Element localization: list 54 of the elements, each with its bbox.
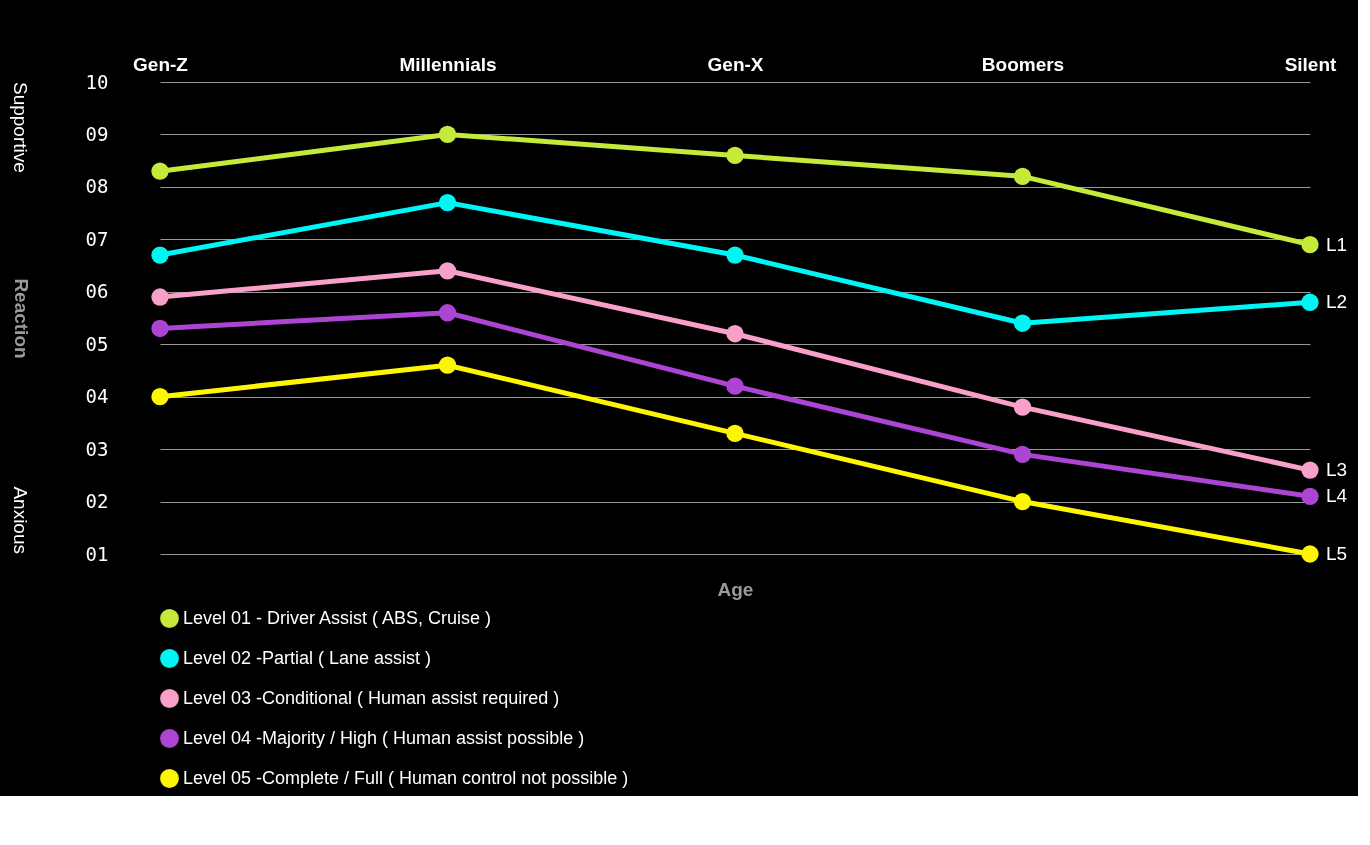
x-tick-label: Gen-Z [133,53,189,75]
point [1301,545,1319,563]
point [151,288,169,306]
legend-label: Level 04 -Majority / High ( Human assist possible ) [183,727,585,748]
point [1013,398,1032,416]
legend-label: Level 05 -Complete / Full ( Human control not possible ) [183,767,629,788]
legend-label: Level 02 -Partial ( Lane assist ) [183,647,432,668]
point [438,356,457,374]
point [438,262,457,280]
point [151,388,169,406]
point [726,377,744,395]
point [151,162,169,180]
point [1301,487,1319,505]
text: Anxious [10,486,31,554]
point [1301,293,1319,311]
point [151,246,169,264]
annotation: L1 [1326,233,1348,255]
x-axis-title: Age [717,578,754,600]
x-tick-label: Silent [1284,53,1338,75]
point [1301,235,1319,254]
y-tick-label: 03 [85,437,109,460]
y-axis-title: Reaction [10,278,32,359]
point [726,246,744,264]
point [438,125,457,144]
point [1013,445,1032,463]
point [1013,492,1032,511]
point [726,424,744,443]
point [438,304,457,322]
y-tick-label: 04 [85,385,109,408]
point [151,319,169,338]
y-tick-label: 01 [85,542,109,565]
y-tick-label: 09 [85,122,109,145]
annotation: L3 [1326,459,1348,481]
annotation: L4 [1326,485,1348,507]
y-tick-label: 10 [85,70,109,93]
y-tick-label: 05 [85,332,109,355]
x-tick-label: Millennials [399,53,497,75]
point [726,146,744,165]
y-tick-label: 07 [85,227,109,250]
text: Supportive [10,82,31,173]
y-tick-label: 08 [85,175,109,198]
y-tick-label: 02 [85,490,109,513]
annotation: L5 [1326,543,1348,564]
legend-label: Level 01 - Driver Assist ( ABS, Cruise ) [183,607,492,628]
point [1013,167,1032,186]
annotation: L2 [1326,291,1348,313]
x-tick-label: Boomers [981,53,1065,75]
point [1301,461,1319,479]
point [1013,314,1032,332]
point [726,325,744,343]
legend-label: Level 03 -Conditional ( Human assist required ) [183,687,560,708]
y-tick-label: 06 [85,280,109,303]
point [438,193,457,212]
x-tick-label: Gen-X [707,53,764,75]
